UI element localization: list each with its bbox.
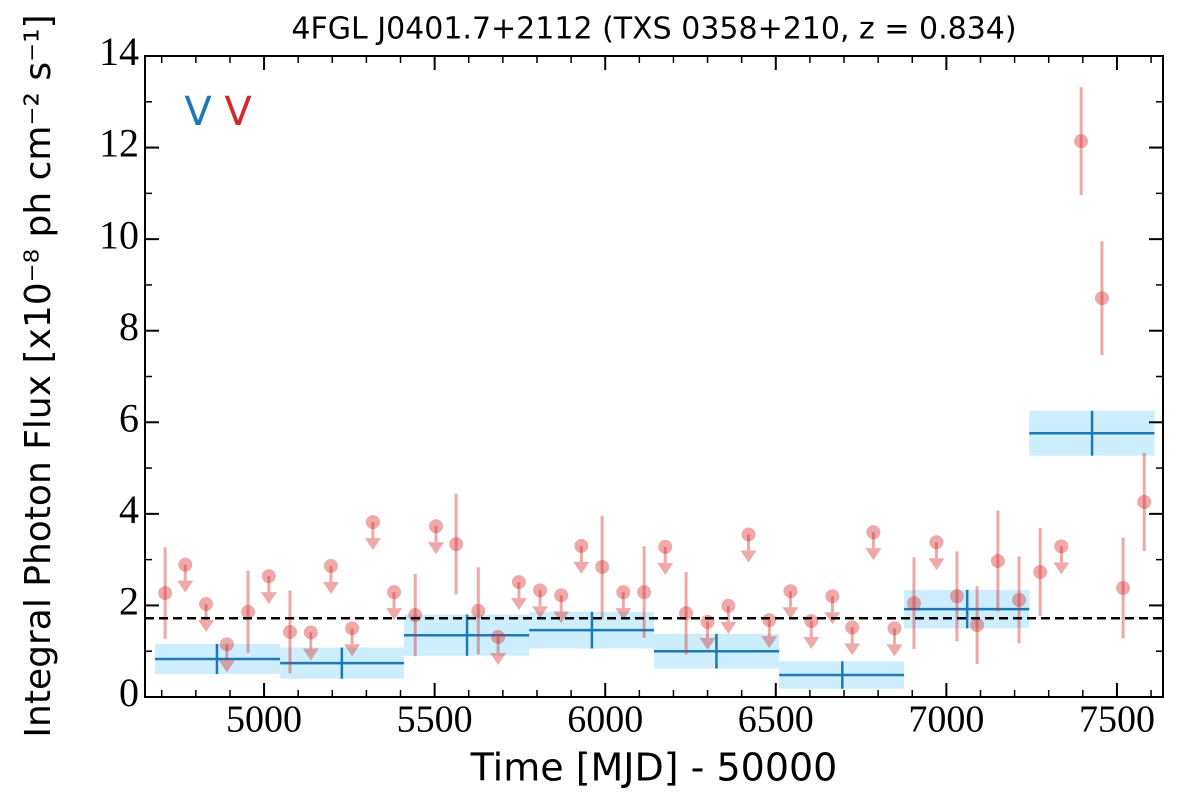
flux-point <box>303 625 318 640</box>
upper-limit-arrow <box>1053 562 1070 575</box>
flux-point <box>825 589 840 604</box>
flux-point <box>365 515 380 530</box>
flux-point <box>887 621 902 636</box>
upper-limit-arrow <box>865 548 882 561</box>
y-axis-label: Integral Photon Flux [x10⁻⁸ ph cm⁻² s⁻¹] <box>18 14 59 737</box>
flux-point <box>970 618 985 633</box>
upper-limit-arrow <box>344 644 361 657</box>
x-axis-label: Time [MJD] - 50000 <box>470 746 838 790</box>
flux-point <box>1012 592 1027 607</box>
x-tick-label: 5000 <box>226 699 302 741</box>
flux-point <box>178 557 193 572</box>
flux-point <box>616 585 631 600</box>
upper-limit-arrow <box>177 580 194 593</box>
upper-limit-arrow <box>386 608 403 621</box>
upper-limit-arrow <box>886 644 903 657</box>
flux-point <box>219 637 234 652</box>
x-tick-label: 7500 <box>1079 699 1155 741</box>
y-tick-label: 6 <box>119 395 139 440</box>
flux-point <box>1116 581 1131 596</box>
flux-point <box>721 598 736 613</box>
flux-point <box>533 583 548 598</box>
flux-point <box>866 525 881 540</box>
upper-limit-arrow <box>782 607 799 620</box>
upper-limit-arrow <box>699 637 716 650</box>
flux-point <box>429 519 444 534</box>
upper-limit-arrow <box>657 562 674 575</box>
upper-limit-arrow <box>532 606 549 619</box>
upper-limit-arrow <box>803 636 820 649</box>
flux-point <box>637 585 652 600</box>
flux-point <box>804 613 819 628</box>
upper-limit-arrow <box>740 550 757 563</box>
flux-point <box>783 584 798 599</box>
upper-limit-arrow <box>510 598 527 611</box>
flux-point <box>449 537 464 552</box>
x-tick-label: 5500 <box>397 699 473 741</box>
flux-point <box>679 606 694 621</box>
upper-limit-arrow <box>615 608 632 621</box>
flux-point <box>323 559 338 574</box>
flux-point <box>741 527 756 542</box>
flux-point <box>1074 134 1089 149</box>
flux-point <box>845 620 860 635</box>
chart-title: 4FGL J0401.7+2112 (TXS 0358+210, z = 0.8… <box>291 12 1016 47</box>
flux-point <box>158 586 173 601</box>
flux-point <box>261 569 276 584</box>
flux-point <box>1033 565 1048 580</box>
flux-point <box>387 585 402 600</box>
flux-point <box>574 538 589 553</box>
legend-label: V <box>224 89 252 135</box>
upper-limit-arrow <box>428 542 445 555</box>
upper-limit-arrow <box>322 582 339 595</box>
upper-limit-arrow <box>198 620 215 633</box>
flux-point <box>511 575 526 590</box>
upper-limit-arrow <box>553 611 570 624</box>
upper-limit-arrow <box>573 561 590 574</box>
upper-limit-arrow <box>218 660 235 673</box>
x-tick-label: 7000 <box>908 699 984 741</box>
flux-point <box>595 559 610 574</box>
y-tick-label: 12 <box>99 121 139 166</box>
upper-limit-arrow <box>302 648 319 661</box>
flux-point <box>1054 539 1069 554</box>
legend-label: V <box>184 89 212 135</box>
upper-limit-arrow <box>260 592 277 605</box>
flux-point <box>1137 494 1152 509</box>
upper-limit-arrow <box>761 636 778 649</box>
flux-point <box>241 604 256 619</box>
y-tick-label: 10 <box>99 212 139 257</box>
upper-limit-arrow <box>720 621 737 634</box>
y-tick-label: 4 <box>119 487 139 532</box>
flux-point <box>906 596 921 611</box>
flux-point <box>949 589 964 604</box>
flux-point <box>1094 291 1109 306</box>
upper-limit-arrow <box>364 538 381 551</box>
upper-limit-arrow <box>928 558 945 571</box>
flux-point <box>199 597 214 612</box>
upper-limit-arrow <box>490 653 507 666</box>
flux-point <box>990 554 1005 569</box>
flux-point <box>491 630 506 645</box>
y-tick-label: 14 <box>99 29 139 74</box>
flux-point <box>554 588 569 603</box>
flux-point <box>929 535 944 550</box>
flux-point <box>762 613 777 628</box>
x-tick-label: 6000 <box>567 699 643 741</box>
flux-point <box>408 608 423 623</box>
y-tick-label: 2 <box>119 579 139 624</box>
flux-point <box>471 603 486 618</box>
y-tick-label: 0 <box>119 670 139 715</box>
upper-limit-arrow <box>844 643 861 656</box>
flux-point <box>345 621 360 636</box>
flux-point <box>282 624 297 639</box>
x-tick-label: 6500 <box>738 699 814 741</box>
y-tick-label: 8 <box>119 304 139 349</box>
flux-point <box>658 539 673 554</box>
